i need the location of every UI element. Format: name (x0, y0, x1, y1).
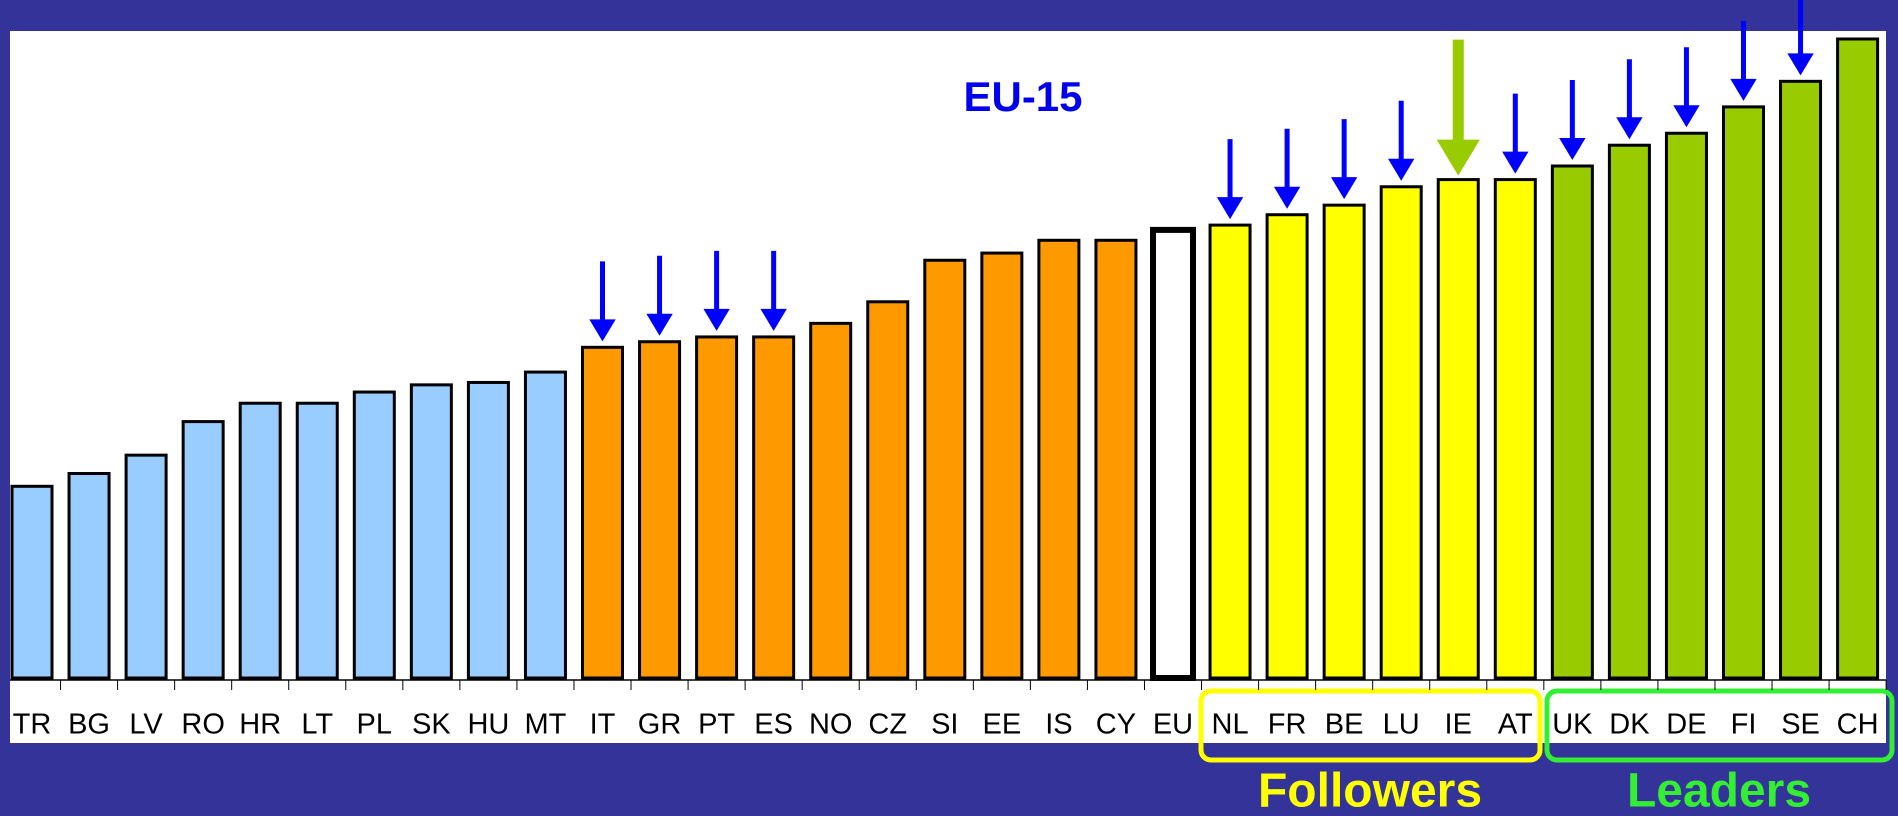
x-tick-label: PL (357, 709, 392, 741)
x-tick-label: SK (412, 709, 451, 741)
x-tick-label: ES (754, 709, 793, 741)
x-tick-label: GR (638, 709, 682, 741)
bar (1836, 37, 1880, 680)
bar (1094, 238, 1138, 680)
arrow-head (1502, 151, 1529, 174)
x-tick-label: HR (239, 709, 281, 741)
bar (1150, 226, 1196, 681)
x-tick-label: LU (1383, 709, 1420, 741)
bar (638, 340, 682, 680)
arrow-head (1388, 158, 1415, 181)
x-tick-label: AT (1498, 709, 1533, 741)
annotation: Leaders (1627, 765, 1811, 816)
bar (695, 335, 739, 680)
followers-box (1198, 688, 1543, 763)
arrow-head (760, 308, 787, 331)
bar (352, 390, 396, 680)
x-tick-label: IS (1045, 709, 1072, 741)
x-tick-label: CH (1837, 709, 1879, 741)
arrow-head (1330, 177, 1358, 200)
bar (1208, 223, 1252, 680)
x-tick-label: HU (467, 709, 509, 741)
arrow-head (589, 319, 616, 342)
x-tick-label: NL (1212, 709, 1249, 741)
annotation: EU-15 (963, 73, 1082, 120)
bar (809, 321, 853, 680)
bar (1322, 203, 1366, 680)
arrow-head (1559, 138, 1586, 161)
bar (1379, 185, 1423, 680)
bar (1664, 131, 1708, 680)
bar (523, 370, 567, 680)
bar (238, 401, 282, 680)
x-tick-label: EE (983, 709, 1022, 741)
bar (295, 401, 339, 680)
arrow-head (1787, 53, 1814, 76)
x-tick-label: CZ (868, 709, 907, 741)
bar (1037, 238, 1081, 680)
bar (181, 420, 225, 680)
x-tick-label: UK (1552, 709, 1593, 741)
x-tick-label: TR (13, 709, 52, 741)
bar (866, 300, 910, 680)
x-tick-label: CY (1096, 709, 1136, 741)
x-tick-label: EU (1153, 709, 1193, 741)
x-tick-label: IE (1445, 709, 1472, 741)
arrow-head (1436, 139, 1480, 176)
arrow-head (1273, 186, 1301, 209)
bar (752, 335, 796, 680)
bar (980, 251, 1024, 680)
x-tick-label: LT (301, 709, 333, 741)
leaders-box (1544, 688, 1895, 763)
x-tick-label: BE (1325, 709, 1364, 741)
bar (466, 380, 510, 680)
x-tick-label: NO (809, 709, 853, 741)
bar (1607, 143, 1651, 680)
bar (409, 383, 453, 680)
x-tick-label: LV (129, 709, 163, 741)
bar (1436, 178, 1480, 680)
bar (124, 453, 168, 680)
arrow-head (646, 313, 673, 336)
bar (10, 484, 54, 680)
x-tick-label: SE (1781, 709, 1820, 741)
arrow-head (1730, 78, 1757, 101)
x-tick-label: DE (1666, 709, 1706, 741)
x-tick-label: PT (698, 709, 735, 741)
x-tick-label: IT (590, 709, 616, 741)
bar (1265, 213, 1309, 680)
bar (1493, 178, 1537, 680)
x-tick-label: FR (1268, 709, 1307, 741)
bar (1779, 79, 1823, 680)
bar (581, 345, 624, 680)
x-tick-label: DK (1609, 709, 1650, 741)
x-tick-label: BG (68, 709, 110, 741)
arrow-head (1673, 105, 1700, 128)
bar (923, 258, 967, 680)
arrow-head (1216, 197, 1244, 220)
bar (1722, 105, 1765, 680)
arrow-head (1616, 117, 1643, 140)
x-tick-label: MT (525, 709, 567, 741)
x-tick-label: FI (1731, 709, 1757, 741)
x-tick-label: SI (931, 709, 958, 741)
x-tick-label: RO (181, 709, 225, 741)
arrow-head (703, 308, 730, 331)
bar (1550, 164, 1594, 680)
bar (67, 472, 111, 680)
annotation: Followers (1258, 765, 1482, 816)
